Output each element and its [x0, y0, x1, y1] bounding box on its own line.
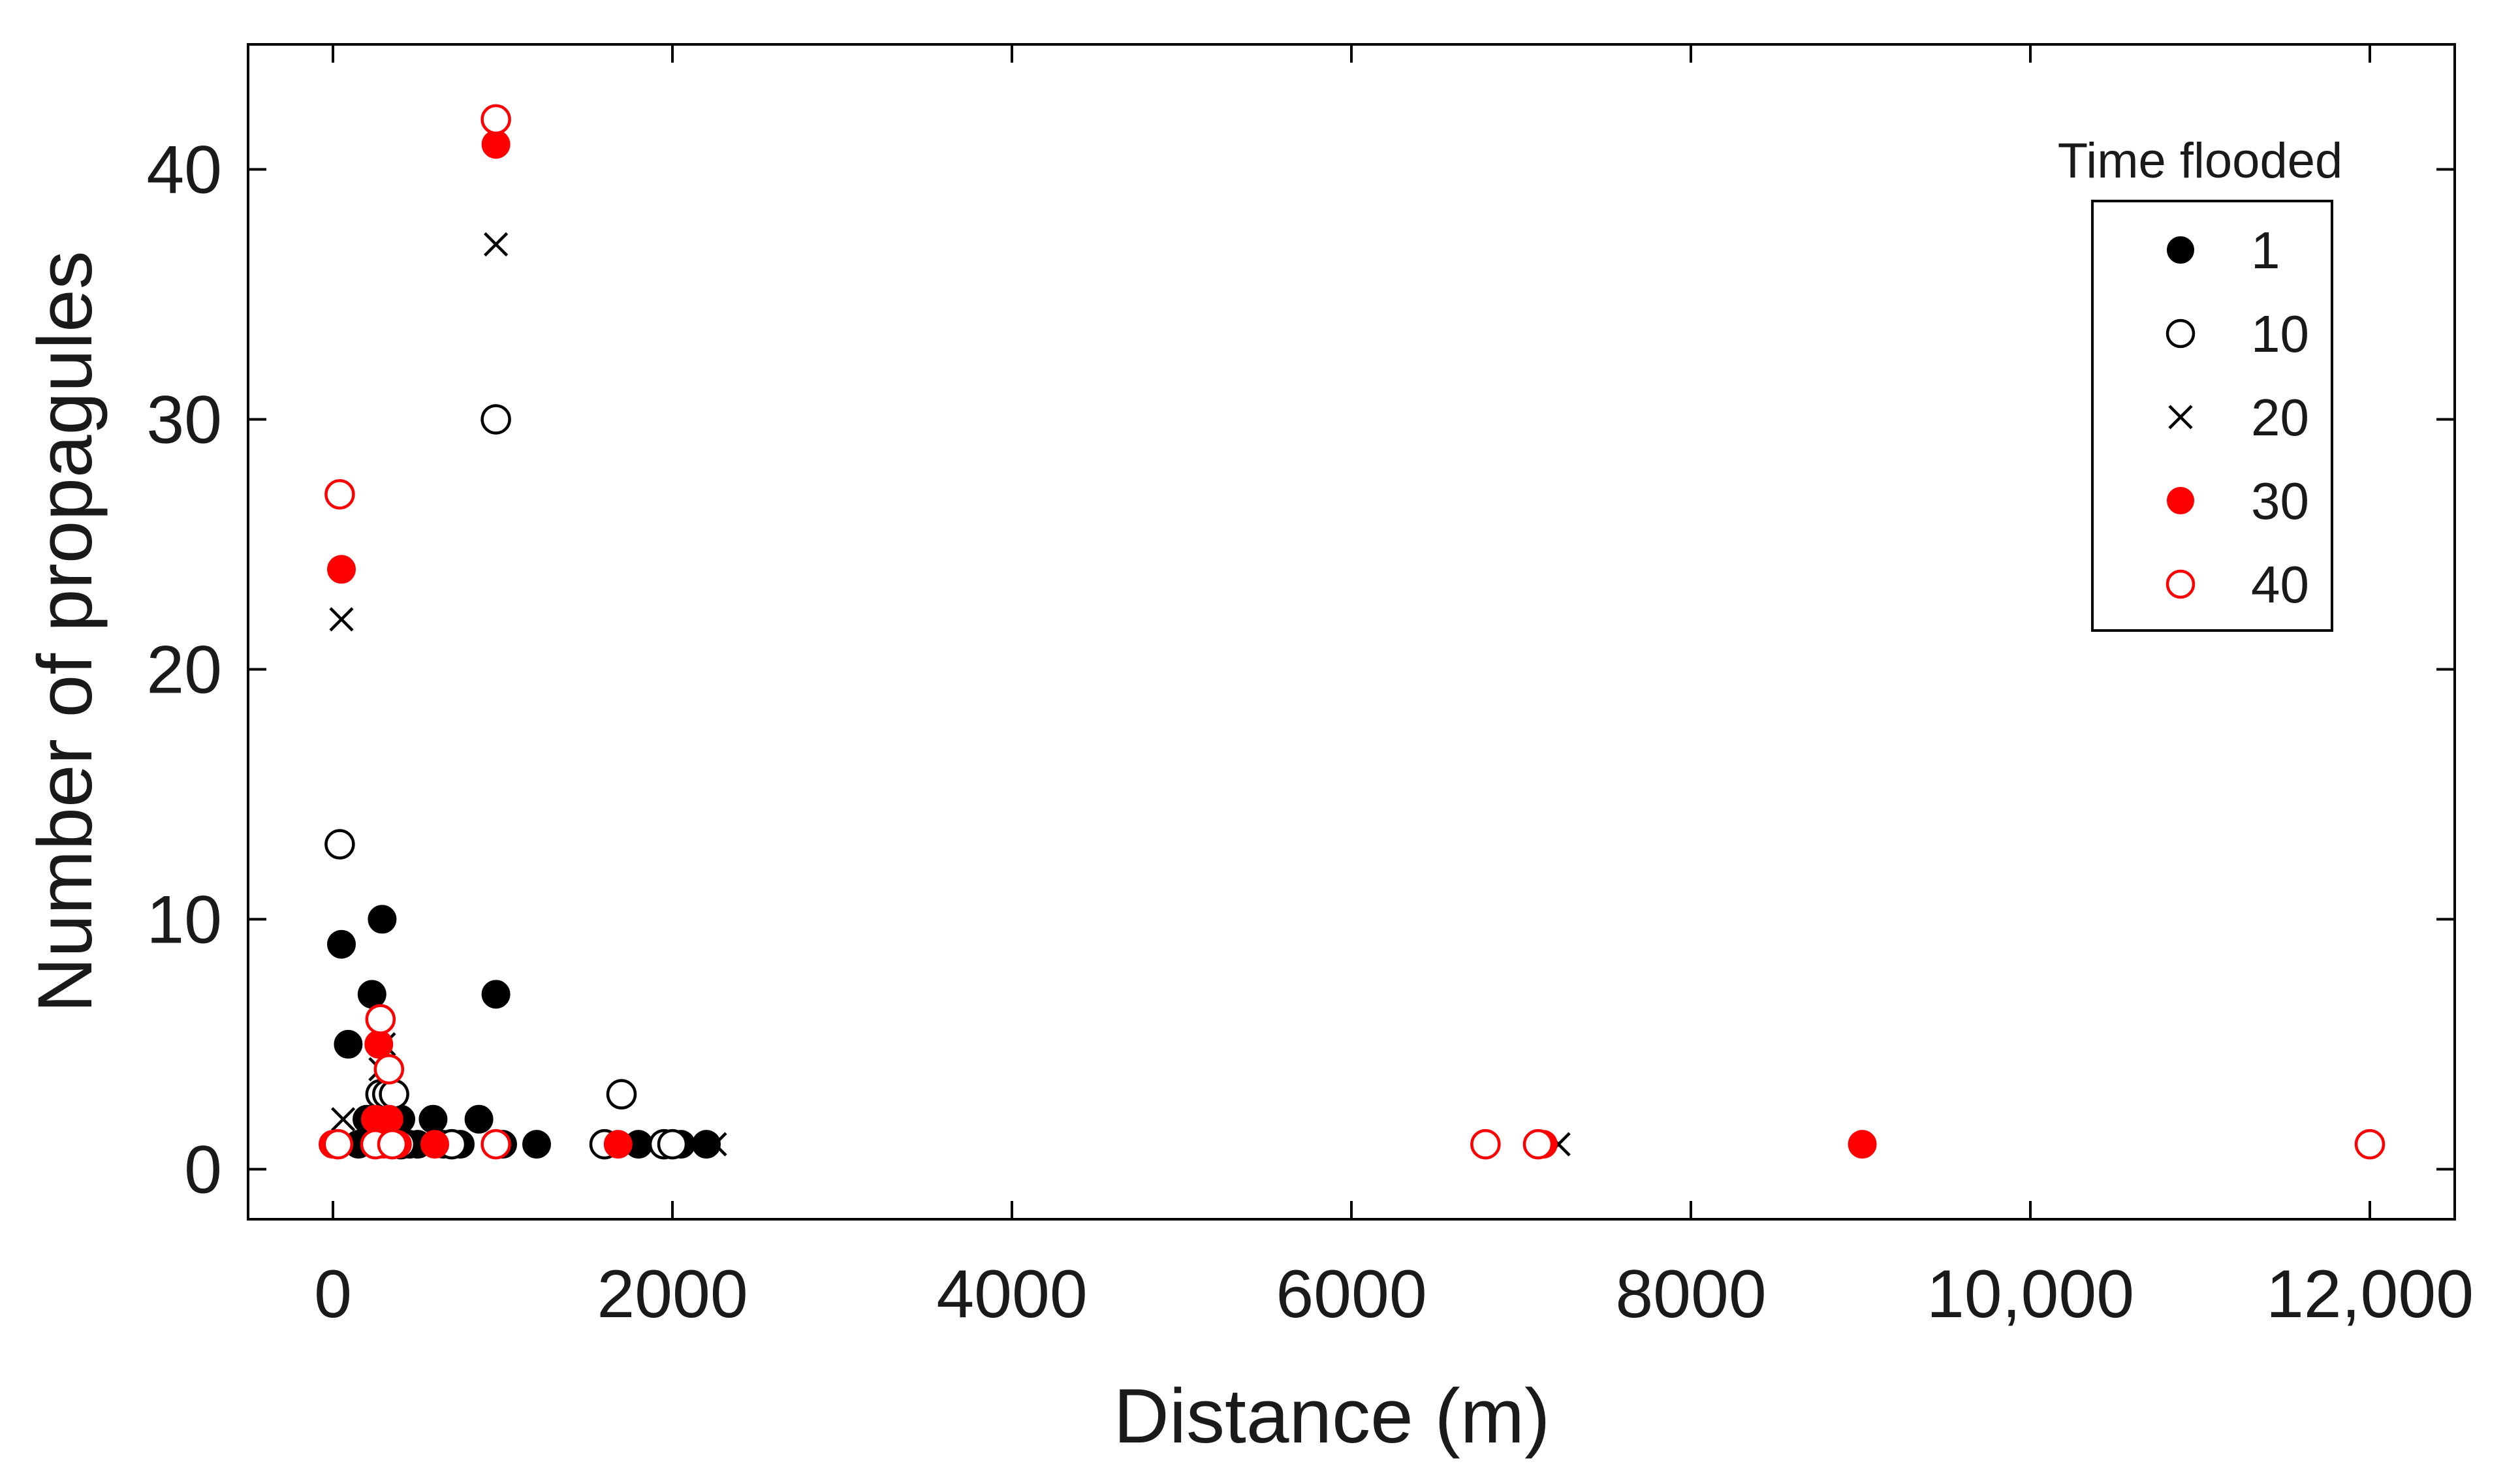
data-point — [365, 1004, 396, 1035]
legend-entry: 1 — [2167, 221, 2280, 279]
data-point — [657, 1129, 688, 1160]
data-point — [2354, 1129, 2386, 1160]
legend-entry: 10 — [2166, 305, 2309, 363]
y-axis: 0 10 20 30 40 — [146, 132, 2455, 1207]
data-point — [481, 130, 511, 159]
y-tick-label: 10 — [146, 882, 222, 958]
legend-label: 30 — [2251, 472, 2309, 530]
data-point — [480, 1129, 511, 1160]
legend-label: 10 — [2251, 305, 2309, 363]
legend-entry: 40 — [2166, 555, 2309, 614]
data-point — [329, 607, 354, 632]
x-tick-label: 4000 — [936, 1256, 1087, 1332]
data-point — [1522, 1129, 1554, 1160]
legend-marker — [2166, 569, 2196, 599]
x-axis-title: Distance (m) — [1114, 1373, 1551, 1459]
legend-label: 40 — [2251, 555, 2309, 614]
legend-entries: 1 10 20 30 40 — [2166, 221, 2309, 614]
legend-box — [2091, 200, 2333, 632]
legend-entry: 30 — [2167, 472, 2309, 530]
data-point — [331, 1107, 356, 1132]
data-point — [484, 232, 509, 257]
x-tick-label: 2000 — [597, 1256, 748, 1332]
data-point — [373, 1053, 405, 1085]
x-tick-label: 8000 — [1615, 1256, 1766, 1332]
legend-marker — [2167, 236, 2194, 264]
legend-label: 1 — [2251, 221, 2280, 279]
y-tick-label: 20 — [146, 632, 222, 708]
data-point — [522, 1130, 551, 1159]
legend-marker — [2168, 405, 2193, 429]
y-tick-label: 40 — [146, 132, 222, 208]
data-point — [357, 980, 386, 1009]
data-point — [327, 929, 356, 959]
x-tick-label: 6000 — [1276, 1256, 1426, 1332]
legend-title: Time flooded — [2058, 133, 2343, 189]
data-point — [692, 1130, 721, 1159]
data-point — [1848, 1130, 1877, 1159]
y-tick-label: 0 — [184, 1132, 222, 1207]
data-point — [603, 1130, 633, 1159]
data-point — [377, 1129, 408, 1160]
data-point — [374, 1104, 403, 1134]
x-tick-label: 0 — [314, 1256, 352, 1332]
data-point — [324, 829, 355, 860]
data-point — [323, 1129, 354, 1160]
legend-marker — [2166, 319, 2196, 349]
y-axis-title: Number of propagules — [22, 251, 108, 1013]
data-point — [702, 1132, 727, 1157]
series-20 — [329, 232, 1571, 1157]
data-point — [368, 905, 397, 934]
data-point — [420, 1130, 449, 1159]
data-point — [324, 479, 355, 510]
legend: Time flooded 1 10 20 30 40 — [2058, 133, 2343, 632]
data-point — [327, 555, 356, 584]
data-point — [480, 404, 511, 435]
legend-entry: 20 — [2168, 388, 2309, 446]
x-tick-label: 10,000 — [1927, 1256, 2134, 1332]
x-tick-label: 12,000 — [2266, 1256, 2474, 1332]
data-point — [379, 1079, 409, 1110]
data-point — [464, 1104, 494, 1134]
data-point — [606, 1079, 637, 1110]
data-point — [481, 980, 511, 1009]
data-point — [1470, 1129, 1501, 1160]
x-axis: 0 2000 4000 6000 8000 10,000 12,000 — [314, 44, 2474, 1332]
data-point — [334, 1029, 363, 1059]
series-40 — [323, 104, 2386, 1160]
data-point — [418, 1104, 448, 1134]
legend-marker — [2167, 487, 2194, 514]
legend-label: 20 — [2251, 388, 2309, 446]
data-point — [480, 104, 511, 135]
data-points — [319, 104, 2386, 1160]
series-30 — [319, 130, 1877, 1159]
data-point — [364, 1029, 394, 1059]
y-tick-label: 30 — [146, 382, 222, 458]
